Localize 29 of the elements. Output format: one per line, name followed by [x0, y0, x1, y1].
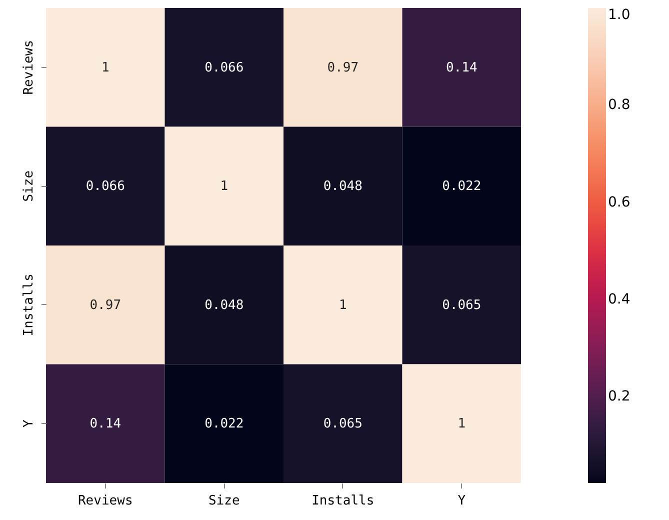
data-label: 1: [220, 179, 228, 194]
data-label: 0.048: [204, 298, 244, 313]
color-bar-label: 1.0: [608, 7, 630, 23]
data-label: 0.022: [204, 416, 244, 432]
x-tick-label: Installs: [312, 494, 374, 508]
color-bar-label: 0.8: [608, 97, 630, 114]
data-label: 0.022: [442, 179, 482, 194]
data-label: 0.065: [323, 416, 362, 432]
data-label: 0.14: [90, 416, 122, 432]
color-bar-label: 0.4: [608, 291, 630, 308]
data-label: 1: [338, 298, 347, 313]
y-tick-label: Y: [22, 420, 36, 428]
x-tick-label: Y: [458, 494, 466, 508]
data-label: 0.048: [323, 179, 362, 194]
data-label: 0.065: [442, 298, 482, 313]
data-label: 0.14: [446, 60, 478, 76]
data-label: 1: [101, 60, 110, 76]
y-tick-label: Installs: [22, 274, 36, 336]
data-label: 0.97: [90, 298, 122, 313]
y-tick-label: Size: [22, 170, 36, 202]
x-tick-label: Reviews: [78, 494, 133, 508]
data-label: 0.97: [327, 60, 359, 76]
color-bar-label: 0.2: [608, 388, 630, 405]
y-tick-label: Reviews: [22, 40, 36, 95]
x-tick-label: Size: [208, 494, 240, 508]
data-label: 1: [458, 416, 466, 432]
data-label: 0.066: [86, 179, 125, 194]
color-bar-label: 0.6: [608, 194, 630, 210]
data-label: 0.066: [204, 60, 244, 76]
